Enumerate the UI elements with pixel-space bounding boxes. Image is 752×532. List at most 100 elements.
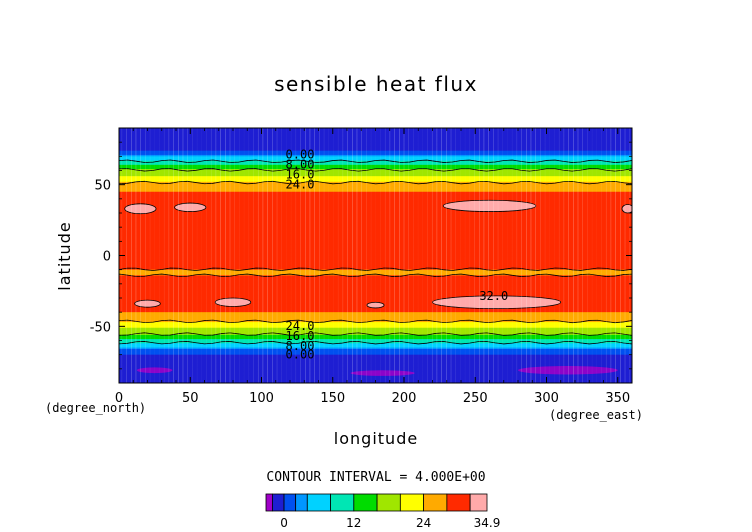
field-band: [119, 354, 632, 357]
field-band: [119, 326, 632, 329]
field-band: [119, 340, 632, 343]
y-axis-label: latitude: [55, 221, 74, 290]
field-band: [119, 188, 632, 191]
field-band: [119, 193, 632, 196]
x-tick-label: 250: [463, 391, 488, 406]
field-band: [119, 215, 632, 218]
hotspot-region: [124, 203, 157, 215]
field-band: [119, 333, 632, 336]
x-tick-label: 0: [115, 391, 123, 406]
field-band: [119, 242, 632, 245]
field-band: [119, 183, 632, 186]
field-band: [119, 261, 632, 264]
field-band: [119, 230, 632, 233]
field-band: [119, 360, 632, 363]
field-band: [119, 217, 632, 220]
field-band: [119, 205, 632, 208]
contour-line: [119, 168, 632, 172]
field-band: [119, 292, 632, 295]
field-band: [119, 286, 632, 289]
field-band: [119, 177, 632, 180]
field-band: [119, 366, 632, 369]
field-band: [119, 293, 632, 296]
field-band: [119, 249, 632, 252]
field-band: [119, 137, 632, 140]
contour-line: [119, 180, 632, 185]
field-band: [119, 248, 632, 251]
hotspot-region: [366, 301, 385, 309]
field-band: [119, 350, 632, 353]
axes: 0 50 100 150 200 250 300 350 -50 0 50: [90, 127, 633, 406]
contour-label: 16.0: [286, 329, 315, 343]
field-band: [119, 244, 632, 247]
field-band: [119, 256, 632, 259]
field-band: [119, 251, 632, 254]
field-band: [119, 357, 632, 360]
field-band: [119, 150, 632, 153]
field-band: [119, 334, 632, 337]
contour-interval-text: CONTOUR INTERVAL = 4.000E+00: [266, 470, 485, 485]
field-band: [119, 298, 632, 301]
contour-line: [119, 159, 632, 163]
field-band: [119, 157, 632, 160]
field-band: [119, 339, 632, 342]
field-band: [119, 164, 632, 167]
contour-label: 16.0: [286, 167, 315, 181]
field-band: [119, 300, 632, 303]
hotspot-region: [174, 202, 207, 212]
field-band: [119, 222, 632, 225]
field-band: [119, 299, 632, 302]
x-tick-label: 300: [534, 391, 559, 406]
colorbar-segment: [283, 493, 297, 512]
colorbar-segment: [446, 493, 471, 512]
field-band: [119, 160, 632, 163]
chart-title: sensible heat flux: [274, 72, 478, 96]
colorbar-segment: [353, 493, 378, 512]
field-band: [119, 241, 632, 244]
field-band: [119, 361, 632, 364]
hotspot-region: [621, 204, 632, 214]
field-band: [119, 278, 632, 281]
field-band: [119, 272, 632, 275]
field-band: [119, 289, 632, 292]
field-band: [119, 179, 632, 182]
field-band: [119, 142, 632, 145]
field-band: [119, 173, 632, 176]
field-band: [119, 130, 632, 133]
hotspot-region: [134, 299, 161, 308]
contour-label: 24.0: [286, 319, 315, 333]
field-band: [119, 254, 632, 257]
contour-label: 8.00: [286, 339, 315, 353]
field-band: [119, 323, 632, 326]
field-band: [119, 184, 632, 187]
colorbar-segment: [376, 493, 401, 512]
field-band: [119, 312, 632, 315]
field-band: [119, 364, 632, 367]
field-band: [119, 377, 632, 380]
hotspot-region: [442, 199, 537, 212]
field-band: [119, 317, 632, 320]
y-tick-label: 0: [103, 250, 111, 265]
field-band: [119, 252, 632, 255]
field-band: [119, 225, 632, 228]
field-band: [119, 154, 632, 157]
field-band: [119, 204, 632, 207]
x-tick-label: 200: [392, 391, 417, 406]
field-band: [119, 149, 632, 152]
field-band: [119, 220, 632, 223]
field-band: [119, 190, 632, 193]
field-band: [119, 329, 632, 332]
field-band: [119, 295, 632, 298]
contour-line: [119, 267, 632, 271]
field-band: [119, 143, 632, 146]
cold-region: [136, 367, 173, 374]
x-unit-label: (degree_east): [549, 408, 643, 422]
colorbar-tick-label: 24: [416, 516, 431, 530]
hotspot-region: [432, 295, 562, 310]
field-band: [119, 181, 632, 184]
field-band: [119, 191, 632, 194]
field-band: [119, 203, 632, 206]
contour-line: [119, 341, 632, 345]
field-band: [119, 210, 632, 213]
